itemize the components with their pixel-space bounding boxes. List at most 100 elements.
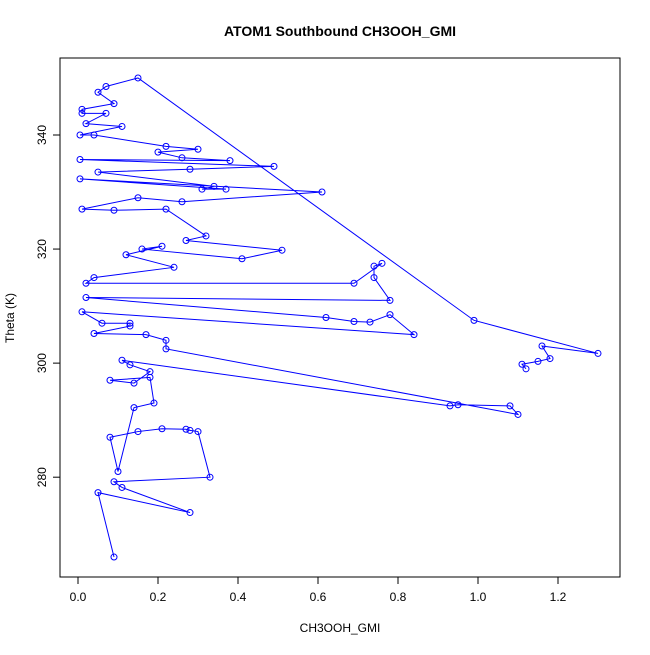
point xyxy=(76,175,84,183)
point xyxy=(178,198,186,206)
y-tick-label: 300 xyxy=(35,353,49,373)
point xyxy=(130,379,138,387)
x-tick-label: 0.8 xyxy=(390,590,407,604)
point xyxy=(78,109,86,117)
point xyxy=(186,509,194,517)
y-axis-label: Theta (K) xyxy=(3,293,17,343)
point xyxy=(546,355,554,363)
x-tick-label: 1.0 xyxy=(470,590,487,604)
point xyxy=(522,365,530,373)
point xyxy=(118,122,126,130)
point xyxy=(370,262,378,270)
point xyxy=(194,428,202,436)
point xyxy=(78,205,86,213)
point xyxy=(82,294,90,302)
point xyxy=(194,145,202,153)
plot-frame xyxy=(59,57,621,578)
point xyxy=(150,399,158,407)
point xyxy=(154,148,162,156)
point xyxy=(178,154,186,162)
point xyxy=(90,274,98,282)
point xyxy=(114,467,122,475)
point xyxy=(370,274,378,282)
x-tick-label: 0.2 xyxy=(150,590,167,604)
point xyxy=(202,232,210,240)
point xyxy=(106,433,114,441)
point xyxy=(378,259,386,267)
point xyxy=(410,331,418,339)
point xyxy=(386,296,394,304)
point xyxy=(170,263,178,271)
point xyxy=(322,314,330,321)
point xyxy=(186,426,194,434)
y-tick-label: 320 xyxy=(35,239,49,259)
point xyxy=(130,404,138,412)
point xyxy=(270,162,278,170)
point xyxy=(198,185,206,193)
point xyxy=(594,349,602,357)
point xyxy=(82,120,90,128)
x-tick-label: 0.4 xyxy=(230,590,247,604)
point xyxy=(318,188,326,196)
y-tick-label: 340 xyxy=(35,125,49,145)
point xyxy=(158,425,166,433)
x-tick-label: 1.2 xyxy=(550,590,567,604)
point xyxy=(110,206,118,214)
point xyxy=(78,105,86,113)
point xyxy=(162,205,170,213)
x-axis-label: CH3OOH_GMI xyxy=(300,621,381,635)
point xyxy=(186,165,194,173)
point xyxy=(94,88,102,96)
point xyxy=(162,345,170,353)
point xyxy=(350,317,358,325)
point xyxy=(158,242,166,250)
point xyxy=(110,553,118,561)
point xyxy=(146,368,154,376)
point xyxy=(94,168,102,176)
point xyxy=(162,142,170,150)
point xyxy=(386,311,394,319)
point xyxy=(138,245,146,253)
point xyxy=(134,194,142,202)
y-tick-label: 280 xyxy=(35,467,49,487)
point xyxy=(210,182,218,190)
point xyxy=(222,185,230,193)
point xyxy=(98,319,106,327)
point xyxy=(102,109,110,117)
series-line xyxy=(79,77,599,558)
point xyxy=(94,489,102,497)
point xyxy=(278,246,286,254)
point xyxy=(518,360,526,368)
point xyxy=(106,376,114,384)
point xyxy=(226,157,234,165)
point xyxy=(534,357,542,365)
point xyxy=(366,318,374,326)
point xyxy=(182,237,190,245)
point xyxy=(102,83,110,91)
point xyxy=(110,100,118,108)
point xyxy=(126,322,134,330)
point xyxy=(76,156,84,164)
x-tick-label: 0.6 xyxy=(310,590,327,604)
point xyxy=(90,329,98,337)
point xyxy=(118,483,126,491)
point xyxy=(122,251,130,259)
point xyxy=(76,131,84,139)
point xyxy=(538,342,546,350)
point xyxy=(82,279,90,287)
point xyxy=(142,331,150,339)
x-tick-label: 0.0 xyxy=(70,590,87,604)
point xyxy=(78,308,86,316)
point xyxy=(162,336,170,344)
point xyxy=(126,361,134,369)
point xyxy=(110,478,118,486)
point xyxy=(238,255,246,263)
point xyxy=(182,425,190,433)
point xyxy=(126,319,134,327)
point xyxy=(446,402,454,410)
point xyxy=(470,316,478,324)
point xyxy=(454,401,462,409)
point xyxy=(134,428,142,436)
point xyxy=(90,131,98,139)
